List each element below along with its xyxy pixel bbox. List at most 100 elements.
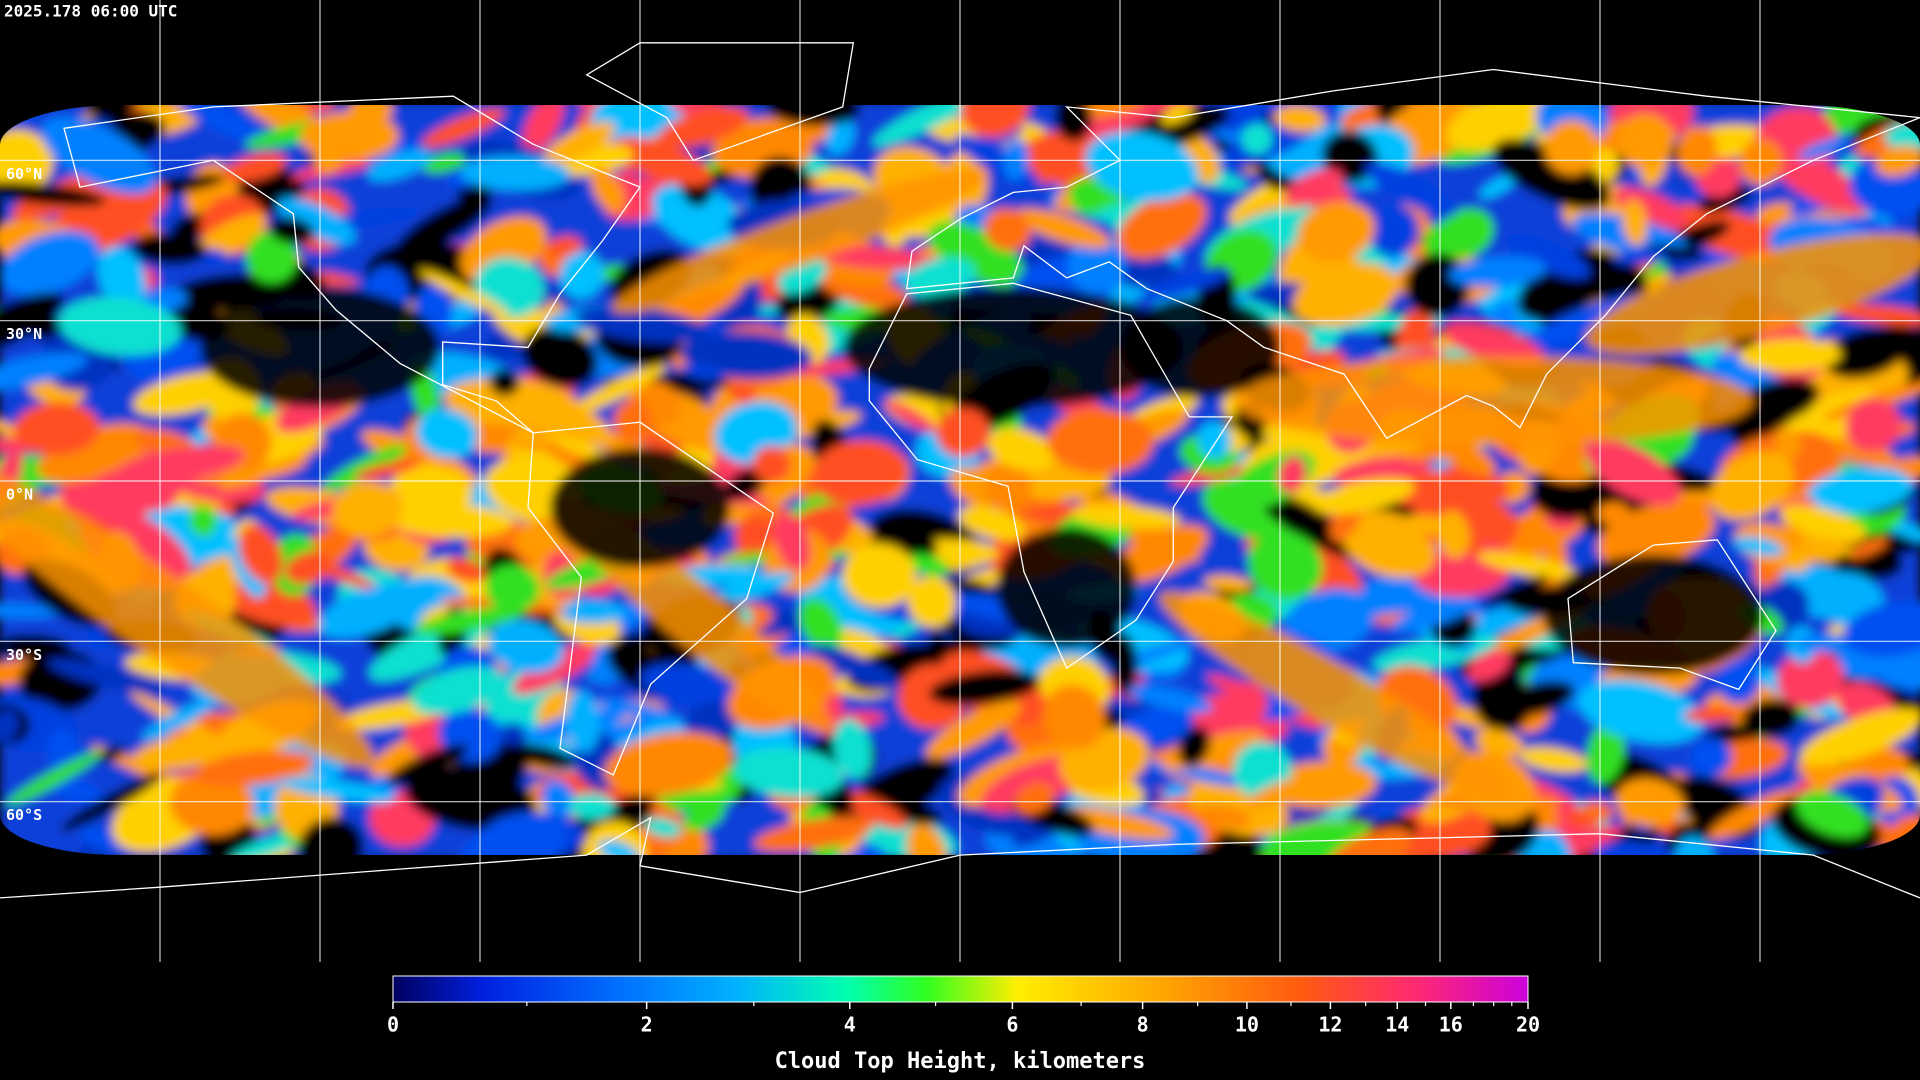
clear-area	[1543, 554, 1764, 675]
cloud-patch	[604, 732, 733, 797]
cloud-patch	[1141, 268, 1230, 300]
cloud-patch	[1449, 255, 1547, 288]
cloud-patch	[169, 771, 254, 836]
cloud-patch	[386, 744, 469, 785]
cloud-patch	[1615, 778, 1685, 827]
cloud-patch	[925, 700, 1022, 759]
cloud-patch	[1616, 113, 1674, 169]
cloud-patch	[1085, 105, 1202, 138]
cloud-patch	[928, 669, 1041, 706]
cloud-patch	[1178, 726, 1211, 768]
cloud-patch	[1824, 327, 1908, 379]
cloud-patch	[1297, 201, 1375, 262]
cloud-patch	[1848, 157, 1920, 219]
cloud-patch	[1260, 820, 1395, 855]
cloud-patch	[0, 181, 106, 207]
cloud-patch	[300, 111, 399, 161]
cloud-patch	[872, 105, 992, 147]
cloud-patch	[872, 796, 943, 825]
cloud-patch	[1446, 105, 1554, 152]
cloud-patch	[485, 564, 540, 613]
cloud-patch	[799, 597, 843, 653]
colorbar-tick-label: 10	[1235, 1013, 1259, 1037]
cloud-patch	[419, 269, 509, 317]
cloud-patch	[565, 690, 600, 753]
cloud-patch	[984, 207, 1032, 252]
cloud-patch	[1243, 774, 1322, 809]
cloud-patch	[1807, 467, 1913, 514]
cloud-patch	[1484, 575, 1549, 606]
colorbar-tick-label: 0	[387, 1013, 399, 1037]
cloud-patch	[679, 364, 727, 381]
cloud-patch	[113, 445, 245, 486]
cloud-patch	[1301, 321, 1343, 350]
cloud-patch	[733, 747, 844, 798]
cloud-patch	[724, 467, 768, 501]
cloud-patch	[1644, 244, 1704, 261]
cloud-patch	[542, 121, 616, 165]
cloud-patch	[394, 195, 493, 257]
cloud-patch	[1110, 632, 1138, 696]
cloud-patch	[1067, 235, 1126, 294]
cloud-patch	[14, 402, 100, 456]
cloud-patch	[268, 217, 315, 245]
cloud-patch	[192, 750, 315, 787]
cloud-patch	[1597, 502, 1716, 569]
cloud-patch	[323, 444, 407, 491]
cloud-patch	[40, 116, 158, 195]
cloud-patch	[1117, 192, 1207, 259]
cloud-patch	[1054, 105, 1092, 142]
cloud-patch	[1247, 531, 1323, 600]
cloud-patch	[1842, 600, 1920, 657]
cloud-patch	[1046, 408, 1154, 475]
cloud-patch	[1733, 536, 1784, 556]
cloud-patch	[0, 230, 100, 296]
coastline	[1567, 539, 1777, 691]
cloud-patch	[1677, 125, 1718, 177]
cloud-patch	[1884, 121, 1920, 151]
cloud-patch	[1128, 684, 1213, 714]
cloud-patch	[415, 408, 479, 459]
cloud-patch	[0, 634, 71, 660]
cloud-patch	[1043, 684, 1106, 750]
lat-label: 0°N	[6, 486, 33, 504]
cloud-patch	[0, 603, 66, 619]
cloud-patch	[958, 505, 1026, 541]
cloud-band	[1159, 591, 1508, 799]
cloud-patch	[907, 553, 949, 577]
cloud-patch	[710, 572, 794, 604]
cloud-patch	[1582, 801, 1614, 821]
cloud-patch	[521, 326, 598, 388]
cloud-patch	[557, 600, 626, 624]
timestamp: 2025.178 06:00 UTC	[4, 2, 177, 21]
cloud-patch	[1593, 840, 1674, 855]
cloud-patch	[0, 292, 64, 360]
cloud-patch	[1796, 790, 1869, 838]
cloud-patch	[1477, 551, 1578, 579]
cloud-patch	[1506, 234, 1590, 279]
cloud-patch	[590, 167, 625, 214]
colorbar-tick-label: 14	[1385, 1013, 1409, 1037]
cloud-patch	[1875, 145, 1920, 177]
cloud-patch	[1845, 398, 1901, 452]
cloud-patch	[1614, 187, 1687, 229]
cloud-patch	[422, 108, 505, 147]
colorbar-title: Cloud Top Height, kilometers	[775, 1049, 1146, 1074]
cloud-patch	[1797, 137, 1847, 160]
cloud-patch	[1799, 708, 1920, 766]
cloud-patch	[541, 779, 576, 820]
cloud-patch	[842, 543, 917, 608]
cloud-patch	[1254, 489, 1368, 561]
cloud-patch	[1014, 208, 1111, 249]
cloud-patch	[1739, 138, 1784, 186]
cloud-patch	[814, 245, 939, 270]
colorbar-tick-label: 2	[641, 1013, 653, 1037]
cloud-patch	[1085, 131, 1199, 202]
cloud-patch	[1391, 597, 1477, 632]
cloud-patch	[1070, 504, 1181, 529]
cloud-patch	[512, 641, 601, 695]
cloud-patch	[548, 236, 582, 255]
cloud-patch	[1492, 139, 1611, 210]
cloud-patch	[1716, 659, 1761, 704]
